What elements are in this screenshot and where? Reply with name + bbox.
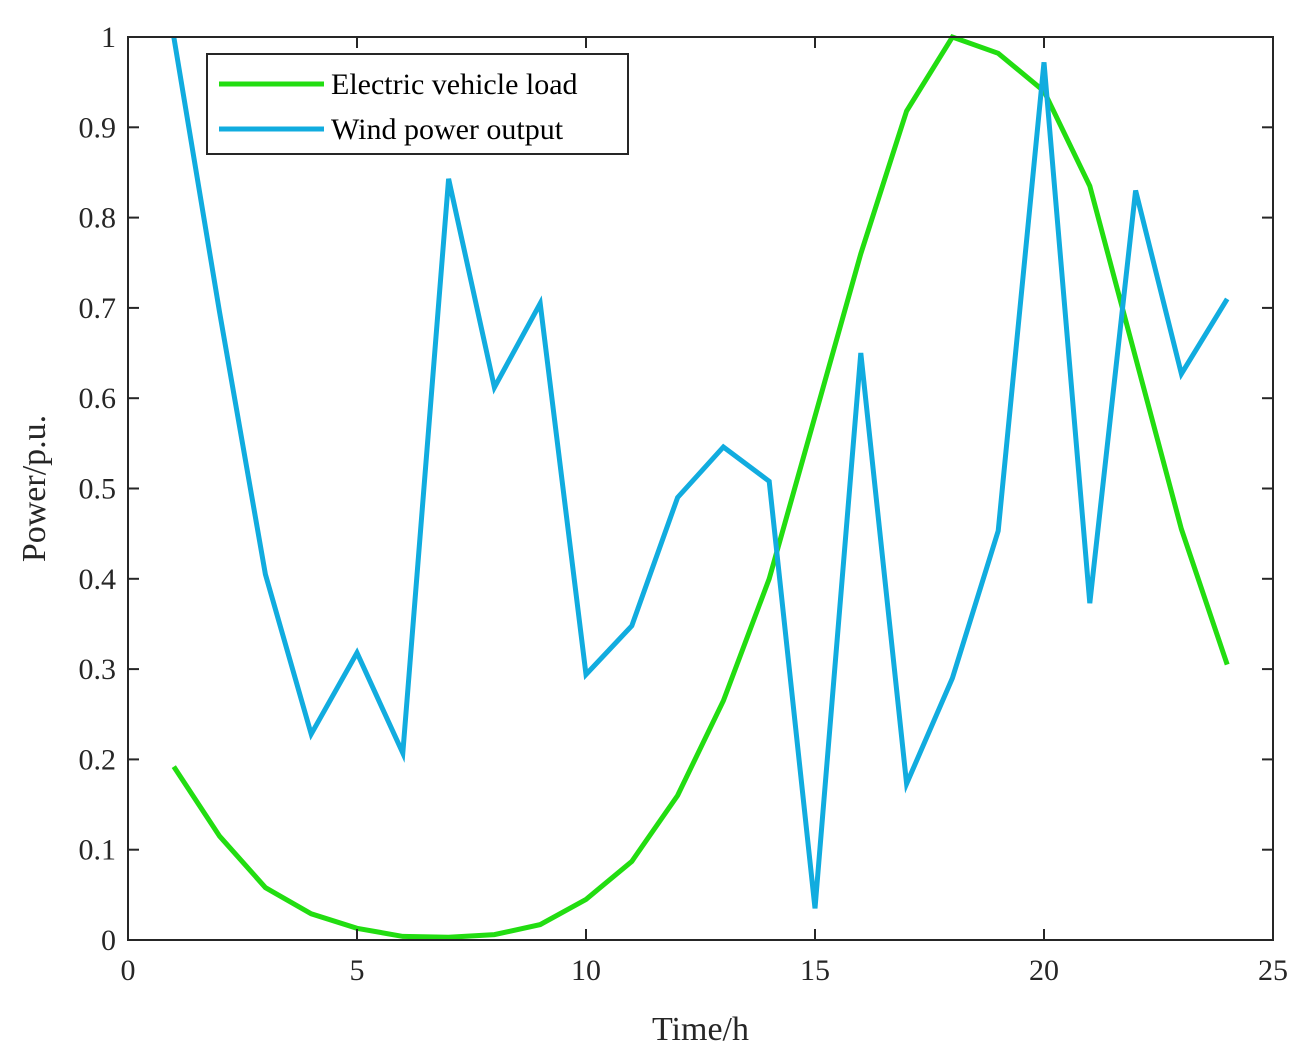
y-tick-label: 0.5	[79, 473, 117, 506]
y-tick-label: 0	[101, 924, 116, 957]
y-tick-label: 0.3	[79, 653, 117, 686]
x-tick-label: 20	[1029, 954, 1059, 987]
y-tick-label: 1	[101, 21, 116, 54]
legend-box	[206, 53, 629, 155]
x-tick-label: 5	[350, 954, 365, 987]
y-tick-label: 0.4	[79, 563, 117, 596]
y-tick-label: 0.8	[79, 202, 117, 235]
y-tick-label: 0.6	[79, 382, 117, 415]
legend: Electric vehicle load Wind power output	[206, 53, 629, 155]
y-tick-label: 0.9	[79, 111, 117, 144]
x-tick-label: 0	[121, 954, 136, 987]
axes-layer: 0 5 10 15 20 25 0 0.1 0.2 0.3 0.4 0.5 0.6 0.7 0.8 0.9 1	[79, 21, 1289, 987]
series-line-1	[171, 36, 1230, 909]
y-axis-title: Power/p.u.	[16, 415, 53, 562]
series-layer	[171, 33, 1230, 940]
series-line-0	[171, 33, 1230, 940]
x-axis-title: Time/h	[652, 1011, 749, 1048]
x-tick-label: 10	[571, 954, 601, 987]
legend-label-1: Wind power output	[331, 113, 564, 146]
x-tick-label: 25	[1258, 954, 1288, 987]
y-tick-label: 0.2	[79, 743, 117, 776]
x-tick-label: 15	[800, 954, 830, 987]
y-tick-label: 0.7	[79, 292, 117, 325]
y-tick-label: 0.1	[79, 834, 117, 867]
legend-label-0: Electric vehicle load	[331, 68, 578, 101]
